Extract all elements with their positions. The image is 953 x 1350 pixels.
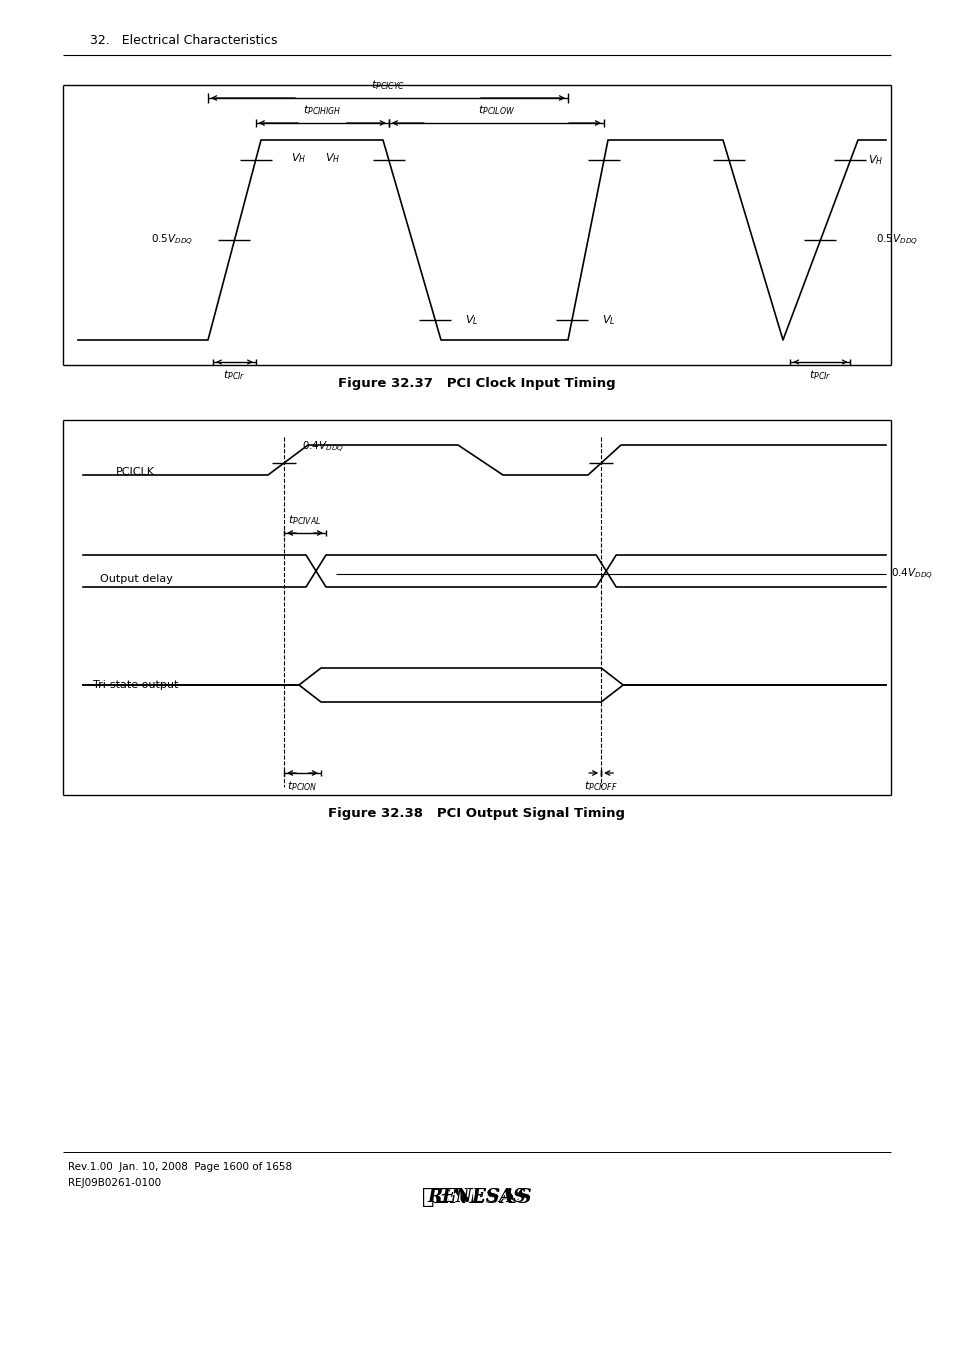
Text: $t_{PCICYC}$: $t_{PCICYC}$ (371, 78, 405, 92)
Text: $0.4V_{DDQ}$: $0.4V_{DDQ}$ (302, 440, 344, 455)
Text: $V_L$: $V_L$ (465, 313, 478, 327)
Text: Figure 32.38   PCI Output Signal Timing: Figure 32.38 PCI Output Signal Timing (328, 806, 625, 819)
Text: Figure 32.37   PCI Clock Input Timing: Figure 32.37 PCI Clock Input Timing (337, 377, 616, 390)
Text: $t_{PCILOW}$: $t_{PCILOW}$ (477, 103, 515, 117)
Text: R̅ENESAS: R̅ENESAS (427, 1188, 526, 1206)
Text: $t_{PCIr}$: $t_{PCIr}$ (808, 369, 831, 382)
Text: Output delay: Output delay (99, 574, 172, 585)
Text: $0.4V_{DDQ}$: $0.4V_{DDQ}$ (890, 567, 932, 582)
Text: $V_H$: $V_H$ (325, 151, 340, 165)
Text: $t_{PCIHIGH}$: $t_{PCIHIGH}$ (303, 103, 341, 117)
Text: $V_H$: $V_H$ (291, 151, 306, 165)
Text: $t_{PCION}$: $t_{PCION}$ (287, 779, 317, 792)
Text: $t_{PCIVAL}$: $t_{PCIVAL}$ (288, 513, 321, 526)
Text: $V_H$: $V_H$ (867, 153, 882, 167)
Text: $0.5V_{DDQ}$: $0.5V_{DDQ}$ (875, 232, 917, 247)
Text: $0.5V_{DDQ}$: $0.5V_{DDQ}$ (151, 232, 193, 247)
Text: $V_L$: $V_L$ (601, 313, 615, 327)
Text: $t_{PCIOFF}$: $t_{PCIOFF}$ (583, 779, 618, 792)
Text: $t_{PCIr}$: $t_{PCIr}$ (223, 369, 246, 382)
Text: RENESAS: RENESAS (431, 1188, 522, 1207)
Text: ℝENESAS: ℝENESAS (421, 1187, 532, 1207)
Text: REJ09B0261-0100: REJ09B0261-0100 (68, 1179, 161, 1188)
Text: Tri-state output: Tri-state output (93, 680, 178, 690)
Text: 32.   Electrical Characteristics: 32. Electrical Characteristics (90, 34, 277, 46)
Text: PCICLK: PCICLK (115, 467, 154, 477)
Text: Rev.1.00  Jan. 10, 2008  Page 1600 of 1658: Rev.1.00 Jan. 10, 2008 Page 1600 of 1658 (68, 1162, 292, 1172)
